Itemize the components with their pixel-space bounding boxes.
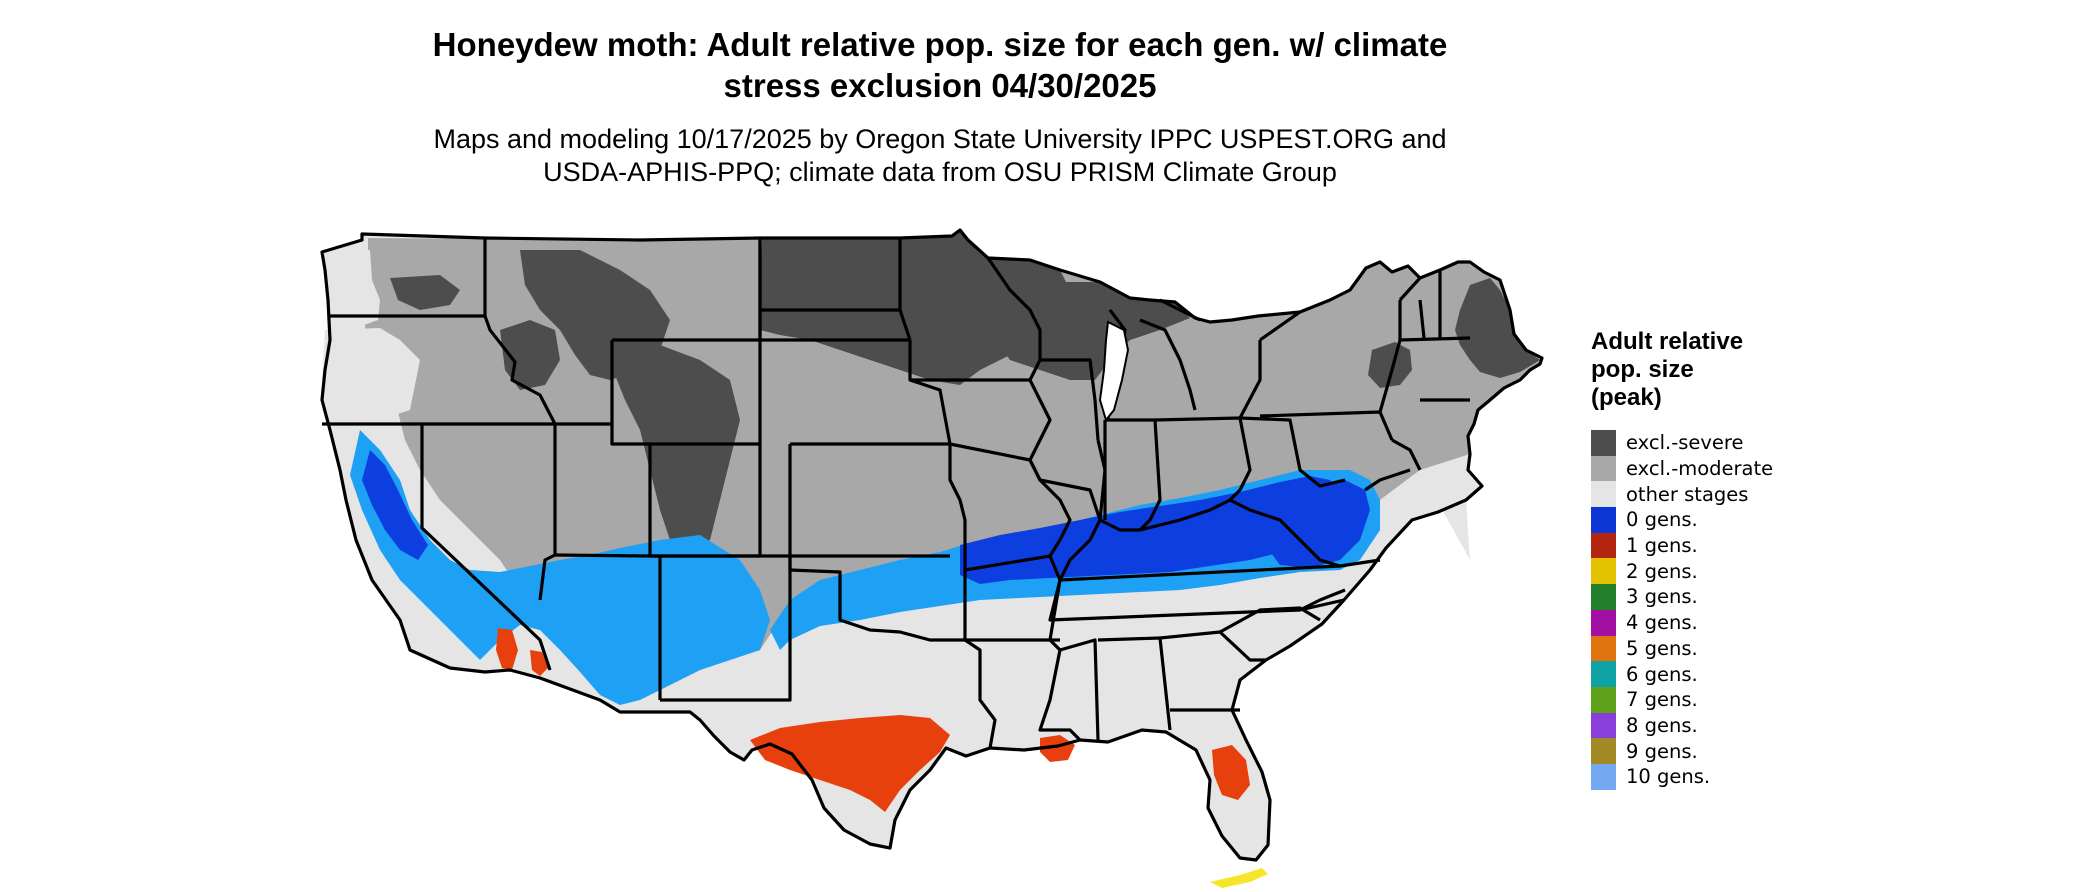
subtitle-line-2: USDA-APHIS-PPQ; climate data from OSU PR…	[543, 157, 1337, 187]
legend-title-line-2: pop. size	[1591, 356, 1694, 383]
legend-label: excl.-severe	[1626, 431, 1744, 455]
severe-idaho-patch	[500, 320, 560, 390]
map-subtitle: Maps and modeling 10/17/2025 by Oregon S…	[300, 123, 1580, 189]
legend-label: 1 gens.	[1626, 534, 1698, 558]
legend-swatch	[1591, 507, 1616, 533]
severe-wyoming-colorado	[615, 345, 740, 555]
legend-item: 1 gens.	[1591, 532, 1851, 559]
one-gen-florida	[1212, 745, 1250, 800]
map-title: Honeydew moth: Adult relative pop. size …	[300, 24, 1580, 106]
legend-label: 9 gens.	[1626, 739, 1698, 763]
legend-swatch	[1591, 584, 1616, 610]
legend-label: 4 gens.	[1626, 611, 1698, 635]
legend-swatch	[1591, 609, 1616, 636]
legend-item: 10 gens.	[1591, 763, 1851, 790]
legend-swatch	[1591, 455, 1616, 482]
legend-swatch	[1591, 430, 1616, 456]
two-gens-florida-keys	[1210, 868, 1268, 888]
legend-item: 7 gens.	[1591, 686, 1851, 713]
legend-swatch	[1591, 686, 1616, 713]
one-gen-texas-coast	[750, 715, 950, 812]
legend-item: other stages	[1591, 481, 1851, 508]
zero-gens-california-dark	[362, 450, 428, 560]
legend-swatch	[1591, 661, 1616, 687]
legend-item: 9 gens.	[1591, 738, 1851, 764]
title-line-1: Honeydew moth: Adult relative pop. size …	[432, 26, 1448, 63]
legend-item: excl.-moderate	[1591, 455, 1851, 482]
one-gen-colorado-river	[530, 650, 548, 676]
one-gen-louisiana	[1040, 735, 1075, 762]
legend-swatch	[1591, 558, 1616, 585]
legend-label: 0 gens.	[1626, 508, 1698, 532]
legend-item: 5 gens.	[1591, 635, 1851, 662]
legend-label: 3 gens.	[1626, 585, 1698, 609]
legend-item: 3 gens.	[1591, 584, 1851, 610]
legend-label: 10 gens.	[1626, 765, 1711, 789]
legend-item: 6 gens.	[1591, 661, 1851, 687]
oregon-west-other	[322, 328, 420, 425]
legend-title-line-3: (peak)	[1591, 384, 1662, 411]
legend-item: excl.-severe	[1591, 430, 1851, 456]
legend-label: other stages	[1626, 482, 1749, 506]
state-borders	[320, 228, 1544, 862]
severe-cascade-patch	[390, 275, 460, 310]
legend-label: 6 gens.	[1626, 662, 1698, 686]
legend-swatch	[1591, 738, 1616, 764]
legend-swatch	[1591, 532, 1616, 559]
zero-gens-virginia	[1265, 480, 1370, 568]
legend-swatch	[1591, 763, 1616, 790]
legend-item: 8 gens.	[1591, 712, 1851, 739]
legend-item: 0 gens.	[1591, 507, 1851, 533]
severe-adirondack	[1368, 342, 1412, 388]
legend-label: excl.-moderate	[1626, 457, 1774, 481]
severe-north-plains	[760, 230, 1070, 385]
legend-swatch	[1591, 635, 1616, 662]
one-gen-arizona-patch	[496, 628, 518, 670]
title-line-2: stress exclusion 04/30/2025	[723, 67, 1157, 104]
legend-label: 5 gens.	[1626, 636, 1698, 660]
legend-swatch	[1591, 481, 1616, 508]
map-legend: Adult relative pop. size (peak) excl.-se…	[1591, 328, 1851, 790]
zero-gens-southwest	[350, 430, 770, 705]
severe-maine-ny	[1455, 278, 1540, 378]
legend-label: 2 gens.	[1626, 559, 1698, 583]
subtitle-line-1: Maps and modeling 10/17/2025 by Oregon S…	[433, 124, 1447, 154]
legend-label: 7 gens.	[1626, 688, 1698, 712]
legend-item: 2 gens.	[1591, 558, 1851, 585]
zero-gens-band-east-dark	[960, 476, 1345, 584]
legend-items: excl.-severe excl.-moderate other stages 0 …	[1591, 430, 1851, 790]
severe-wisconsin-michigan	[995, 282, 1190, 380]
legend-item: 4 gens.	[1591, 609, 1851, 636]
legend-label: 8 gens.	[1626, 713, 1698, 737]
legend-swatch	[1591, 712, 1616, 739]
severe-montana-mountains	[520, 250, 670, 380]
legend-title: Adult relative pop. size (peak)	[1591, 328, 1851, 412]
legend-title-line-1: Adult relative	[1591, 328, 1744, 355]
lake-michigan	[1098, 320, 1130, 423]
